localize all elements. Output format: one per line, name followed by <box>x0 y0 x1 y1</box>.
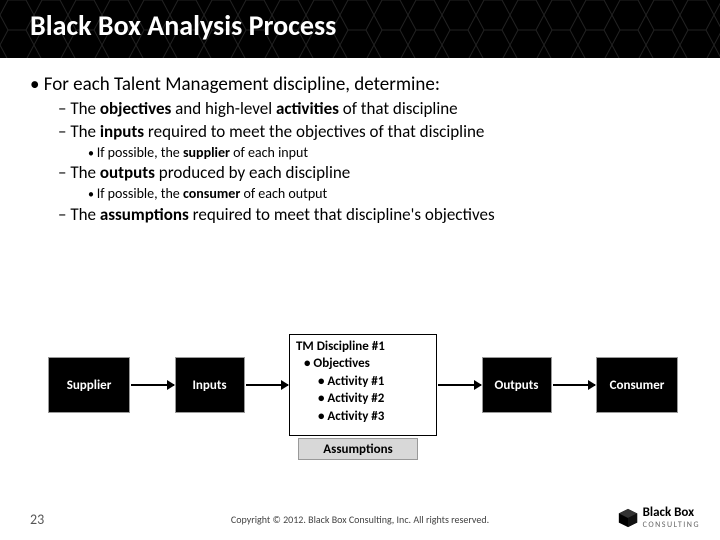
assumptions-box: Assumptions <box>298 438 418 460</box>
cube-icon <box>617 507 639 529</box>
slide-title: Black Box Analysis Process <box>30 8 336 43</box>
bullet-sub2: If possible, the supplier of each input <box>88 144 690 163</box>
tm-activity: Activity #2 <box>318 390 430 408</box>
company-logo: Black Box CONSULTING <box>617 505 700 530</box>
logo-text: Black Box <box>643 505 695 520</box>
tm-objectives: Objectives Activity #1 Activity #2 Activ… <box>304 355 430 425</box>
text: For each Talent Management discipline, d… <box>44 73 440 96</box>
process-diagram: Supplier Inputs TM Discipline #1 Objecti… <box>48 332 678 438</box>
inputs-box: Inputs <box>175 357 245 413</box>
discipline-box: TM Discipline #1 Objectives Activity #1 … <box>289 334 437 436</box>
tm-activity: Activity #3 <box>318 408 430 426</box>
consumer-box: Consumer <box>596 357 678 413</box>
bullet-sub2: If possible, the consumer of each output <box>88 185 690 204</box>
copyright-text: Copyright © 2012. Black Box Consulting, … <box>0 513 720 526</box>
logo-subtext: CONSULTING <box>643 520 700 530</box>
supplier-box: Supplier <box>48 357 130 413</box>
page-number: 23 <box>30 511 44 528</box>
arrow-icon <box>553 384 596 386</box>
slide: Black Box Analysis Process For each Tale… <box>0 0 720 540</box>
bullet-sub: The outputs produced by each discipline … <box>58 162 690 204</box>
header-bar: Black Box Analysis Process <box>0 0 720 58</box>
footer: 23 Copyright © 2012. Black Box Consultin… <box>0 513 720 526</box>
bullet-sub: The objectives and high-level activities… <box>58 98 690 121</box>
arrow-icon <box>246 384 289 386</box>
content-area: For each Talent Management discipline, d… <box>0 58 720 227</box>
tm-activity: Activity #1 <box>318 373 430 391</box>
outputs-box: Outputs <box>482 357 552 413</box>
bullet-main: For each Talent Management discipline, d… <box>30 72 690 227</box>
arrow-icon <box>131 384 174 386</box>
arrow-icon <box>438 384 481 386</box>
bullet-sub: The assumptions required to meet that di… <box>58 204 690 227</box>
tm-title: TM Discipline #1 <box>296 339 430 355</box>
bullet-sub: The inputs required to meet the objectiv… <box>58 121 690 163</box>
